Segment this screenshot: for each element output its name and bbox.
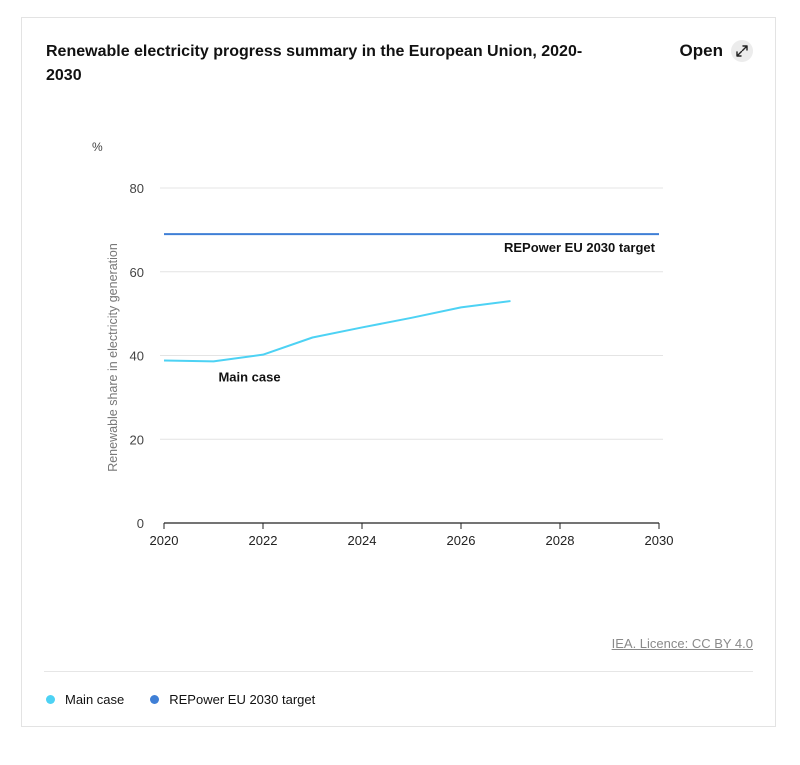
- x-tick-label-2026: 2026: [447, 533, 476, 548]
- source-link[interactable]: IEA. Licence: CC BY 4.0: [611, 636, 753, 651]
- x-tick-label-2022: 2022: [249, 533, 278, 548]
- y-tick-label-80: 80: [130, 181, 144, 196]
- legend-item-main-case[interactable]: Main case: [46, 692, 124, 707]
- open-button[interactable]: Open: [680, 40, 753, 62]
- divider: [44, 671, 753, 672]
- chart-card: Renewable electricity progress summary i…: [21, 17, 776, 727]
- y-axis-title: Renewable share in electricity generatio…: [106, 243, 120, 472]
- chart-legend: Main case REPower EU 2030 target: [46, 692, 315, 707]
- y-tick-label-20: 20: [130, 432, 144, 447]
- y-unit-label: %: [92, 140, 103, 154]
- legend-label-main-case: Main case: [65, 692, 125, 707]
- open-button-label: Open: [679, 41, 723, 60]
- expand-arrows-icon: [731, 40, 753, 62]
- x-tick-label-2024: 2024: [348, 533, 377, 548]
- y-tick-label-0: 0: [137, 516, 144, 531]
- line-chart: 0 20 40 60 80 2020 2022 2024 2026 2028 2030 Renewab…: [106, 181, 674, 548]
- chart-title: Renewable electricity progress summary i…: [46, 43, 583, 84]
- series-label-main-case: Main case: [218, 369, 280, 384]
- legend-label-repower-target: REPower EU 2030 target: [169, 692, 316, 707]
- legend-dot-repower-target: [150, 695, 160, 704]
- y-tick-label-40: 40: [130, 349, 144, 364]
- x-tick-label-2030: 2030: [645, 533, 674, 548]
- x-tick-label-2020: 2020: [150, 533, 179, 548]
- legend-dot-main-case: [46, 695, 55, 704]
- series-label-repower-target: REPower EU 2030 target: [504, 240, 656, 255]
- y-tick-label-60: 60: [130, 265, 144, 280]
- x-tick-label-2028: 2028: [546, 533, 575, 548]
- series-line-main-case: [163, 300, 511, 363]
- legend-item-repower-target[interactable]: REPower EU 2030 target: [150, 692, 315, 707]
